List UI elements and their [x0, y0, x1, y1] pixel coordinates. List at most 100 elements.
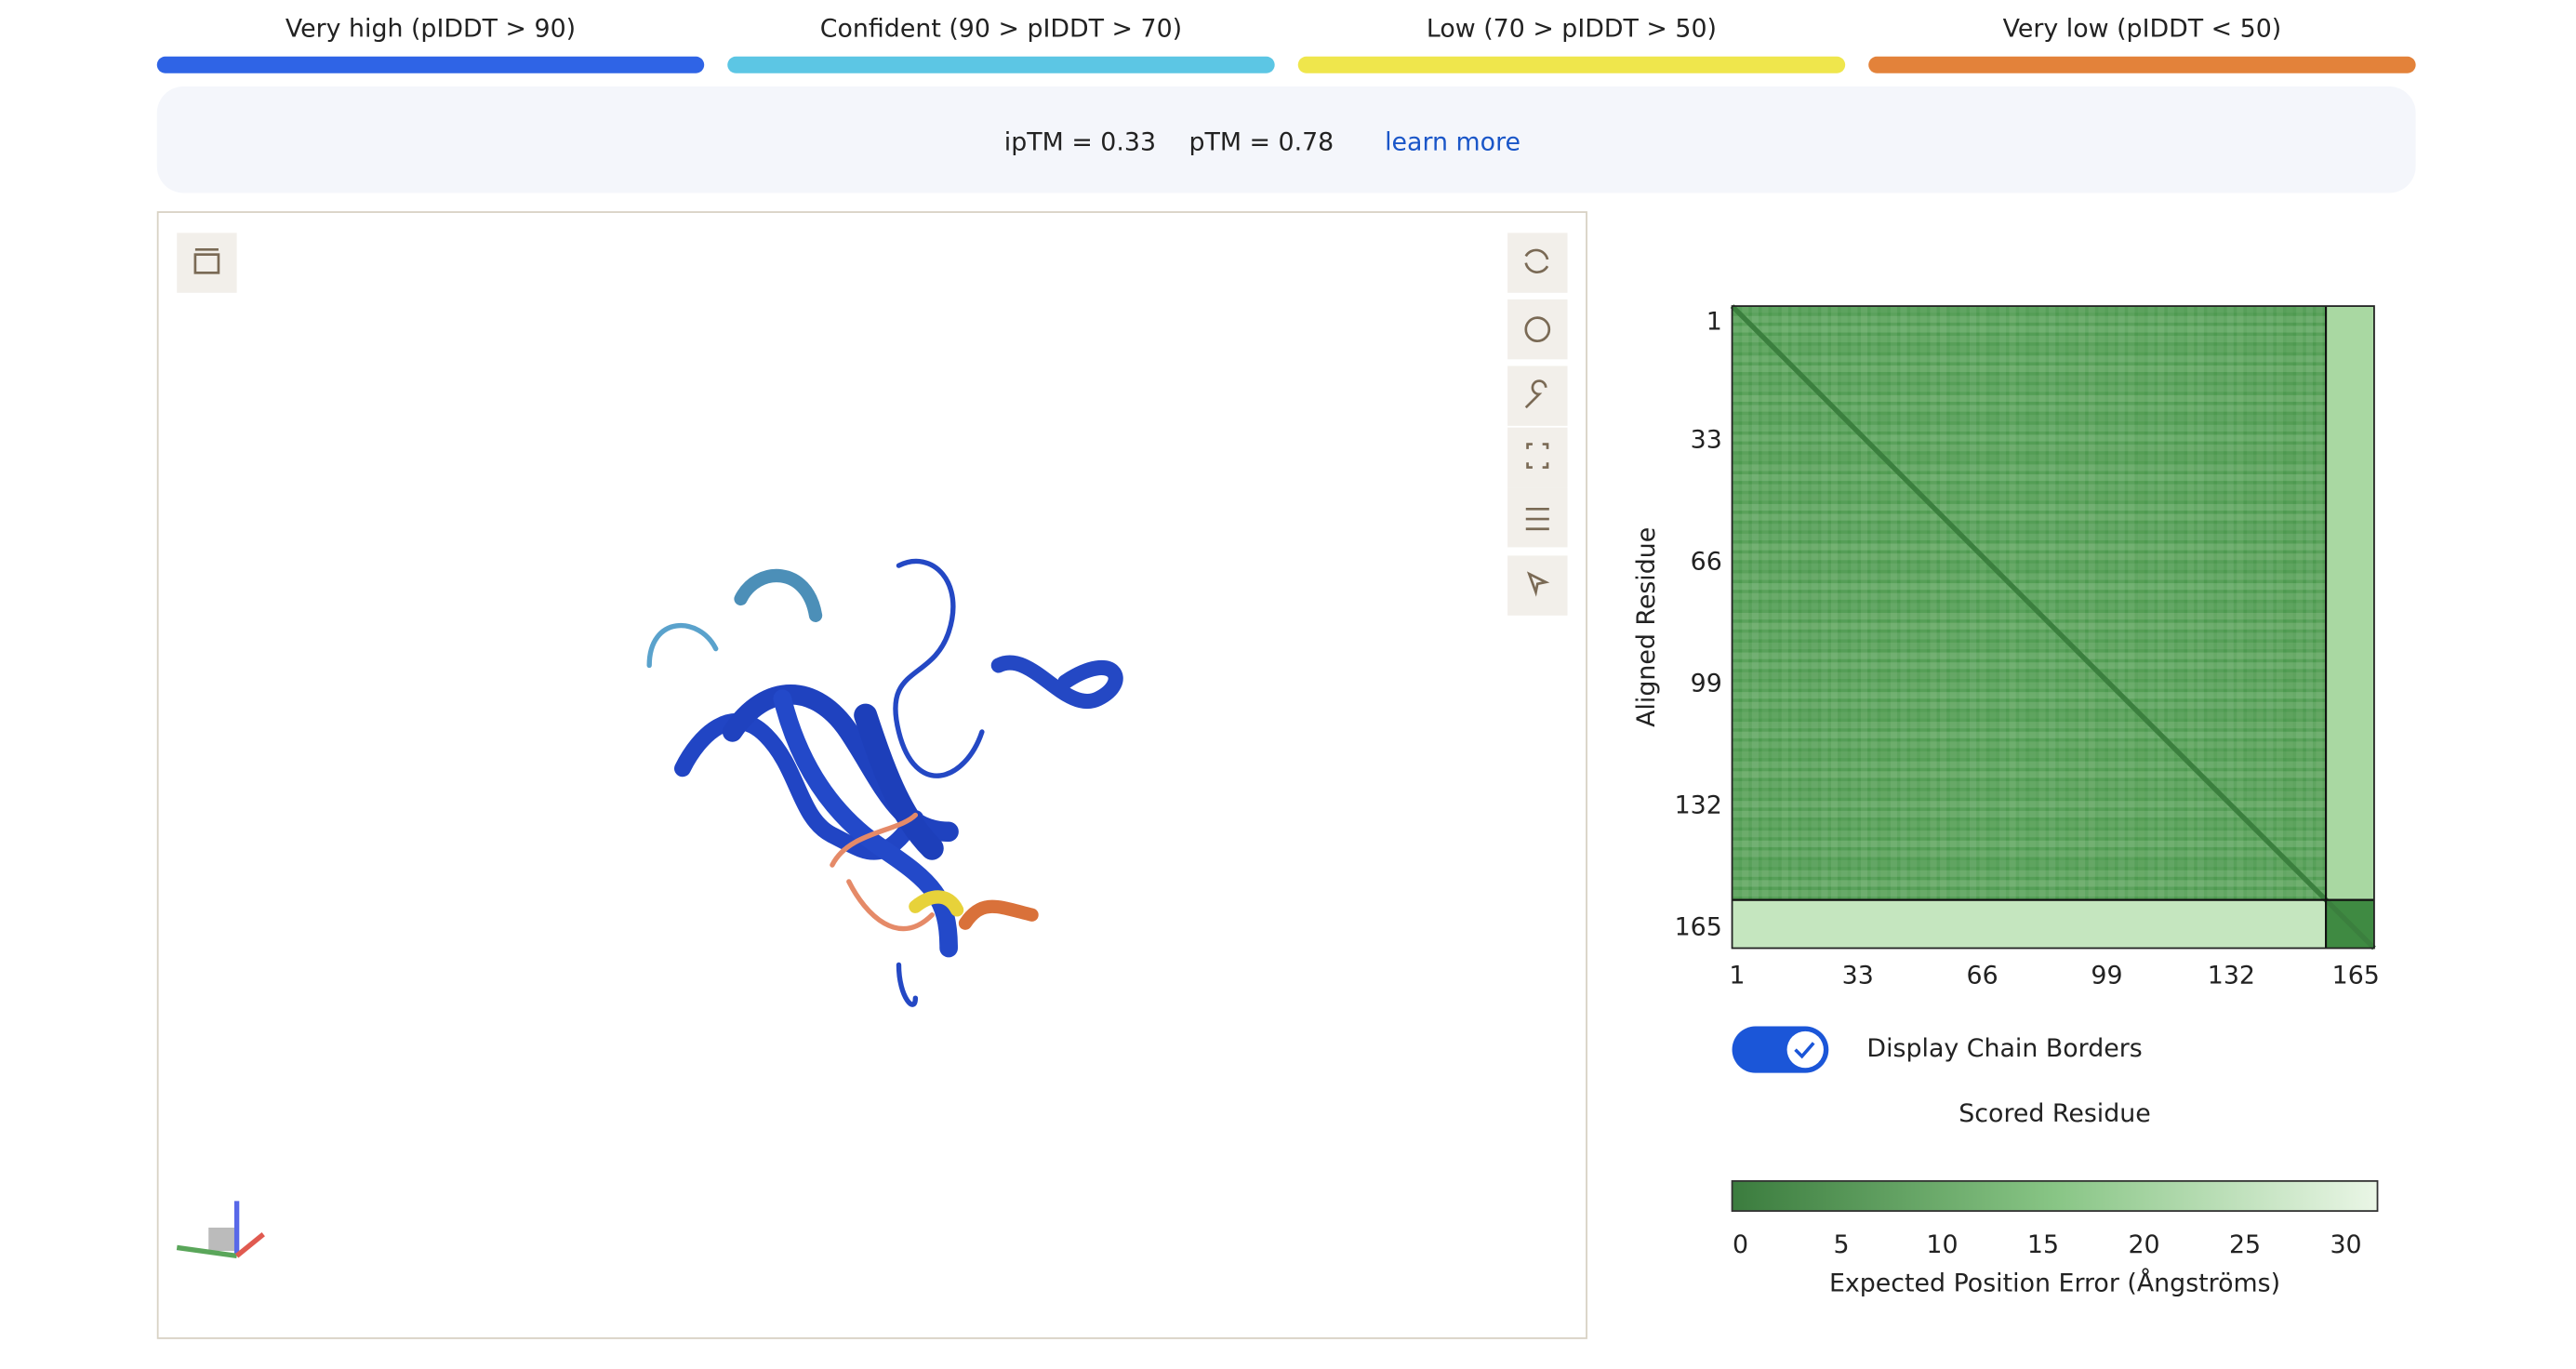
- heatmap-col: [1979, 306, 1986, 900]
- legend-bar: [727, 56, 1275, 73]
- heatmap-col: [2246, 306, 2254, 900]
- heatmap-col: [1860, 306, 1868, 900]
- heatmap-row: [1732, 731, 2327, 738]
- heatmap-row: [1732, 820, 2327, 828]
- heatmap-col: [2177, 306, 2184, 900]
- heatmap-col: [2305, 306, 2313, 900]
- heatmap-row: [1732, 315, 2327, 323]
- heatmap-col: [1840, 306, 1848, 900]
- heatmap-col: [1781, 306, 1788, 900]
- heatmap-row: [1732, 415, 2327, 422]
- heatmap-row: [1732, 513, 2327, 521]
- reset-button[interactable]: [1507, 233, 1568, 293]
- colorbar-tick-label: 0: [1733, 1230, 1748, 1259]
- colorbar-tick-label: 5: [1833, 1230, 1849, 1259]
- heatmap-col: [2226, 306, 2234, 900]
- heatmap-row: [1732, 880, 2327, 887]
- heatmap-row: [1732, 592, 2327, 600]
- heatmap-frame: [1731, 305, 2375, 950]
- x-tick-label: 66: [1967, 961, 1998, 990]
- heatmap-col: [1742, 306, 1749, 900]
- score-panel: [156, 86, 2416, 193]
- screenshot-button[interactable]: [1507, 299, 1568, 360]
- x-tick-label: 1: [1729, 961, 1745, 990]
- heatmap-row: [1732, 375, 2327, 382]
- heatmap-col: [2038, 306, 2046, 900]
- heatmap-col: [1900, 306, 1907, 900]
- heatmap-row: [1732, 780, 2327, 789]
- heatmap-col: [2107, 306, 2116, 900]
- heatmap-row: [1732, 831, 2327, 838]
- heatmap-col: [1761, 306, 1769, 900]
- heatmap-col: [1830, 306, 1839, 900]
- y-tick-label: 33: [1691, 426, 1722, 455]
- x-axis-title: Scored Residue: [1959, 1099, 2151, 1128]
- heatmap-col: [2118, 306, 2125, 900]
- heatmap-row: [1732, 632, 2327, 640]
- heatmap-row: [1732, 662, 2327, 670]
- heatmap-row: [1732, 722, 2327, 729]
- x-tick-label: 33: [1842, 961, 1874, 990]
- heatmap-row: [1732, 553, 2327, 561]
- protein-structure: [646, 558, 1123, 1007]
- heatmap-row: [1732, 622, 2327, 630]
- viewer-toolbar: [177, 233, 1568, 616]
- heatmap-row: [1732, 355, 2327, 363]
- controls-button[interactable]: [1507, 487, 1568, 548]
- heatmap-row: [1732, 801, 2327, 808]
- heatmap-row: [1732, 494, 2327, 501]
- animation-button[interactable]: [177, 233, 237, 293]
- heatmap-row: [1732, 682, 2327, 689]
- heatmap-row: [1732, 701, 2327, 709]
- y-tick-label: 165: [1675, 913, 1722, 942]
- heatmap-row: [1732, 671, 2327, 680]
- heatmap-col: [2068, 306, 2076, 900]
- heatmap-row: [1732, 405, 2327, 412]
- heatmap-col: [2088, 306, 2095, 900]
- colorbar-tick-label: 20: [2128, 1230, 2159, 1259]
- colorbar-tick-label: 15: [2027, 1230, 2059, 1259]
- heatmap-col: [1791, 306, 1799, 900]
- learn-more-link[interactable]: learn more: [1385, 127, 1520, 156]
- heatmap-row: [1732, 385, 2327, 392]
- legend-bar: [1297, 56, 1846, 73]
- legend-label: Confident (90 > pIDDT > 70): [820, 15, 1182, 44]
- colorbar-title: Expected Position Error (Ångströms): [1829, 1268, 2280, 1297]
- heatmap-col: [2128, 306, 2135, 900]
- heatmap-row: [1732, 533, 2327, 541]
- heatmap-col: [2266, 306, 2274, 900]
- heatmap-col: [1880, 306, 1888, 900]
- heatmap-col: [1998, 306, 2007, 900]
- heatmap-row: [1732, 791, 2327, 798]
- heatmap-row: [1732, 741, 2327, 749]
- heatmap-col: [2049, 306, 2056, 900]
- legend-bar: [156, 56, 705, 73]
- heatmap-row: [1732, 613, 2327, 620]
- heatmap-row: [1732, 563, 2327, 570]
- heatmap-col: [2078, 306, 2086, 900]
- y-tick-label: 1: [1706, 307, 1722, 336]
- heatmap-col: [1989, 306, 1997, 900]
- legend-label: Low (70 > pIDDT > 50): [1427, 15, 1717, 44]
- heatmap-col: [2009, 306, 2016, 900]
- heatmap-row: [1732, 543, 2327, 551]
- y-tick-label: 99: [1691, 670, 1722, 698]
- expand-button[interactable]: [1507, 427, 1568, 488]
- heatmap-chain-b-row: [1732, 899, 2327, 949]
- heatmap-col: [1751, 306, 1759, 900]
- heatmap-row: [1732, 771, 2327, 778]
- legend-label: Very low (pIDDT < 50): [2003, 15, 2282, 44]
- toggle-check: [1794, 1042, 1815, 1059]
- heatmap-row: [1732, 484, 2327, 491]
- heatmap-chain-b-col: [2326, 306, 2374, 900]
- heatmap-col: [1969, 306, 1977, 900]
- heatmap-row: [1732, 870, 2327, 877]
- heatmap-row: [1732, 326, 2327, 333]
- toggle-label: Display Chain Borders: [1866, 1034, 2142, 1063]
- heatmap-row: [1732, 524, 2327, 531]
- ptm: pTM = 0.78: [1189, 127, 1334, 156]
- heatmap-col: [1919, 306, 1927, 900]
- heatmap-col: [2276, 306, 2284, 900]
